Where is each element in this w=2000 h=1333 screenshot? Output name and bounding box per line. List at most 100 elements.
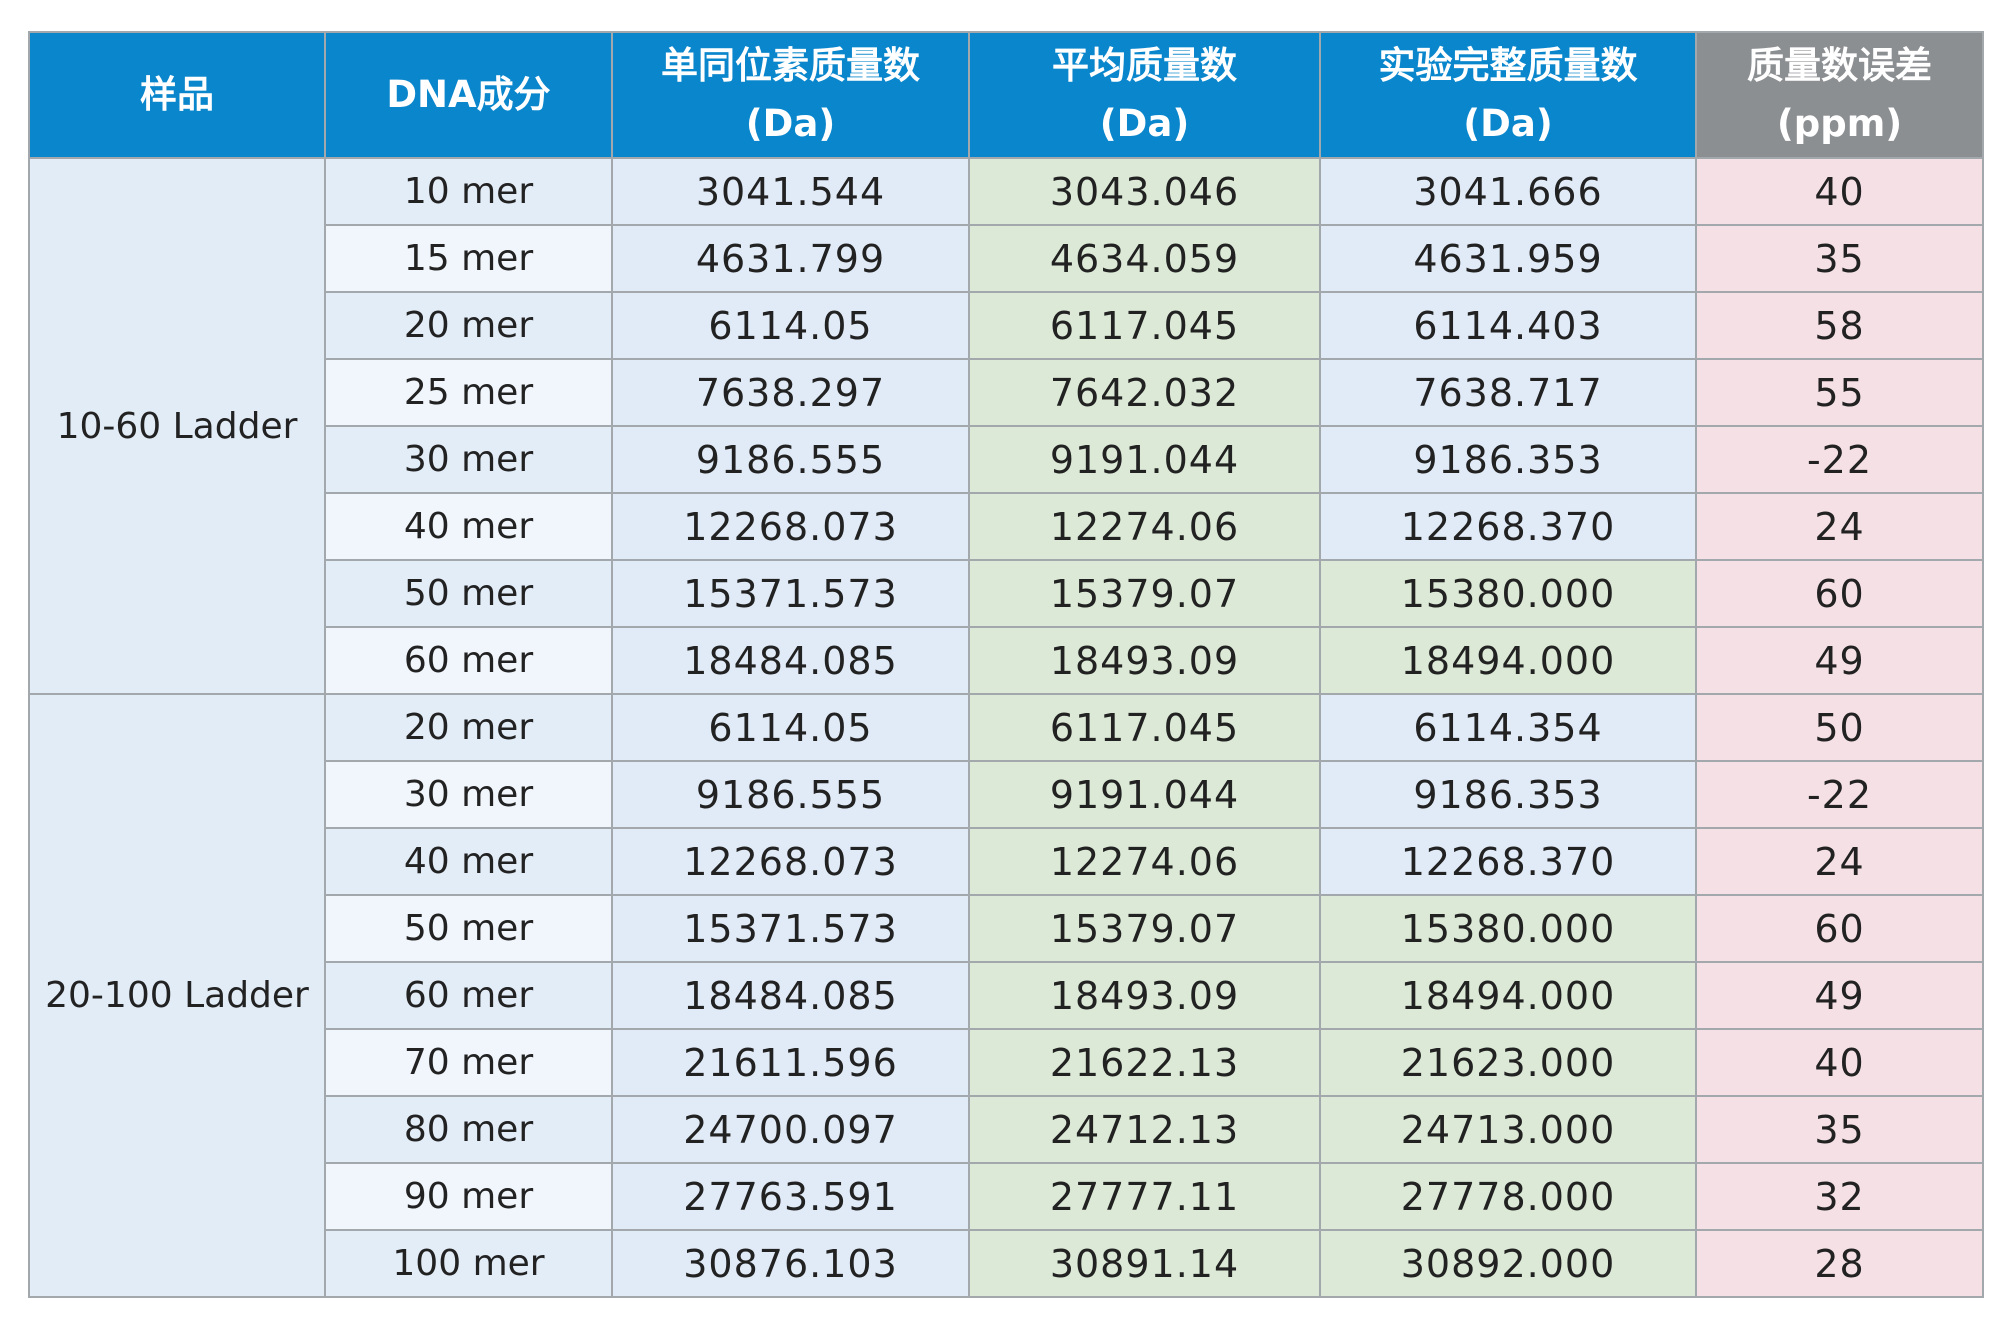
monoisotopic-mass-cell: 15371.573 xyxy=(611,559,970,628)
mass-error-cell: -22 xyxy=(1695,425,1984,494)
experimental-mass-cell: 12268.370 xyxy=(1319,827,1697,896)
average-mass-cell: 7642.032 xyxy=(968,358,1321,427)
experimental-mass-cell: 4631.959 xyxy=(1319,224,1697,293)
monoisotopic-mass-cell: 24700.097 xyxy=(611,1095,970,1164)
average-mass-cell: 3043.046 xyxy=(968,157,1321,226)
experimental-mass-cell: 9186.353 xyxy=(1319,425,1697,494)
dna-component-cell: 60 mer xyxy=(324,626,613,695)
monoisotopic-mass-cell: 21611.596 xyxy=(611,1028,970,1097)
mass-error-cell: 24 xyxy=(1695,827,1984,896)
header-sample-label: 样品 xyxy=(140,73,214,116)
average-mass-cell: 4634.059 xyxy=(968,224,1321,293)
header-average-mass: 平均质量数 (Da) xyxy=(968,31,1321,159)
experimental-mass-cell: 24713.000 xyxy=(1319,1095,1697,1164)
experimental-mass-cell: 27778.000 xyxy=(1319,1162,1697,1231)
table-row: 20-100 Ladder 20 mer 6114.05 6117.045 6114.3… xyxy=(28,693,1984,1298)
header-row: 样品 DNA成分 单同位素质量数 (Da) 平均质量数 (Da) 实验完整质量数… xyxy=(28,31,1984,159)
header-monoisotopic-mass-label: 单同位素质量数 xyxy=(661,44,920,87)
average-mass-cell: 18493.09 xyxy=(968,961,1321,1030)
table-row: 15 mer 4631.799 4634.059 4631.959 35 xyxy=(29,224,1984,293)
monoisotopic-mass-cell: 7638.297 xyxy=(611,358,970,427)
table-row: 25 mer 7638.297 7642.032 7638.717 55 xyxy=(29,358,1984,427)
experimental-mass-cell: 18494.000 xyxy=(1319,626,1697,695)
monoisotopic-mass-cell: 6114.05 xyxy=(611,291,970,360)
average-mass-cell: 6117.045 xyxy=(968,291,1321,360)
table-row: 50 mer 15371.573 15379.07 15380.000 60 xyxy=(29,559,1984,628)
average-mass-cell: 21622.13 xyxy=(968,1028,1321,1097)
experimental-mass-cell: 9186.353 xyxy=(1319,760,1697,829)
table-row: 60 mer 18484.085 18493.09 18494.000 49 xyxy=(29,961,1984,1030)
table-body: 10-60 Ladder 10 mer 3041.544 3043.046 3041.6… xyxy=(28,157,1984,1298)
header-average-mass-unit: (Da) xyxy=(1099,102,1190,145)
mass-error-cell: 35 xyxy=(1695,224,1984,293)
mass-error-cell: 28 xyxy=(1695,1229,1984,1298)
mass-error-cell: 55 xyxy=(1695,358,1984,427)
monoisotopic-mass-cell: 12268.073 xyxy=(611,827,970,896)
monoisotopic-mass-cell: 9186.555 xyxy=(611,760,970,829)
table-row: 40 mer 12268.073 12274.06 12268.370 24 xyxy=(29,492,1984,561)
mass-error-cell: -22 xyxy=(1695,760,1984,829)
header-experimental-mass-unit: (Da) xyxy=(1463,102,1553,145)
mass-error-cell: 40 xyxy=(1695,157,1984,226)
table-row: 20 mer 6114.05 6117.045 6114.403 58 xyxy=(29,291,1984,360)
header-dna-component: DNA成分 xyxy=(324,31,613,159)
table-row: 80 mer 24700.097 24712.13 24713.000 35 xyxy=(29,1095,1984,1164)
dna-component-cell: 90 mer xyxy=(324,1162,613,1231)
average-mass-cell: 18493.09 xyxy=(968,626,1321,695)
dna-component-cell: 25 mer xyxy=(324,358,613,427)
dna-component-cell: 60 mer xyxy=(324,961,613,1030)
monoisotopic-mass-cell: 6114.05 xyxy=(611,693,970,762)
dna-component-cell: 100 mer xyxy=(324,1229,613,1298)
monoisotopic-mass-cell: 18484.085 xyxy=(611,961,970,1030)
experimental-mass-cell: 7638.717 xyxy=(1319,358,1697,427)
table-row: 30 mer 9186.555 9191.044 9186.353 -22 xyxy=(29,760,1984,829)
monoisotopic-mass-cell: 15371.573 xyxy=(611,894,970,963)
dna-component-cell: 15 mer xyxy=(324,224,613,293)
mass-error-cell: 60 xyxy=(1695,559,1984,628)
monoisotopic-mass-cell: 18484.085 xyxy=(611,626,970,695)
average-mass-cell: 12274.06 xyxy=(968,827,1321,896)
table-row: 60 mer 18484.085 18493.09 18494.000 49 xyxy=(29,626,1984,695)
mass-data-table: 样品 DNA成分 单同位素质量数 (Da) 平均质量数 (Da) 实验完整质量数… xyxy=(28,31,1984,1298)
table-row: 70 mer 21611.596 21622.13 21623.000 40 xyxy=(29,1028,1984,1097)
header-monoisotopic-mass-unit: (Da) xyxy=(745,102,836,145)
header-experimental-mass: 实验完整质量数 (Da) xyxy=(1319,31,1697,159)
experimental-mass-cell: 18494.000 xyxy=(1319,961,1697,1030)
average-mass-cell: 30891.14 xyxy=(968,1229,1321,1298)
monoisotopic-mass-cell: 30876.103 xyxy=(611,1229,970,1298)
experimental-mass-cell: 21623.000 xyxy=(1319,1028,1697,1097)
experimental-mass-cell: 12268.370 xyxy=(1319,492,1697,561)
average-mass-cell: 15379.07 xyxy=(968,894,1321,963)
header-sample: 样品 xyxy=(28,31,326,159)
monoisotopic-mass-cell: 4631.799 xyxy=(611,224,970,293)
dna-component-cell: 20 mer xyxy=(324,693,613,762)
table-row: 50 mer 15371.573 15379.07 15380.000 60 xyxy=(29,894,1984,963)
header-average-mass-label: 平均质量数 xyxy=(1052,44,1237,87)
monoisotopic-mass-cell: 12268.073 xyxy=(611,492,970,561)
monoisotopic-mass-cell: 9186.555 xyxy=(611,425,970,494)
mass-error-cell: 24 xyxy=(1695,492,1984,561)
dna-component-cell: 30 mer xyxy=(324,760,613,829)
average-mass-cell: 9191.044 xyxy=(968,425,1321,494)
header-mass-error-unit: (ppm) xyxy=(1776,102,1903,145)
dna-component-cell: 20 mer xyxy=(324,291,613,360)
experimental-mass-cell: 30892.000 xyxy=(1319,1229,1697,1298)
table-row: 30 mer 9186.555 9191.044 9186.353 -22 xyxy=(29,425,1984,494)
mass-error-cell: 32 xyxy=(1695,1162,1984,1231)
dna-component-cell: 70 mer xyxy=(324,1028,613,1097)
table-row: 100 mer 30876.103 30891.14 30892.000 28 xyxy=(29,1229,1984,1298)
header-dna-component-label: DNA成分 xyxy=(386,73,551,116)
dna-component-cell: 80 mer xyxy=(324,1095,613,1164)
table-row: 90 mer 27763.591 27777.11 27778.000 32 xyxy=(29,1162,1984,1231)
average-mass-cell: 27777.11 xyxy=(968,1162,1321,1231)
mass-error-cell: 49 xyxy=(1695,961,1984,1030)
mass-error-cell: 60 xyxy=(1695,894,1984,963)
average-mass-cell: 9191.044 xyxy=(968,760,1321,829)
experimental-mass-cell: 6114.403 xyxy=(1319,291,1697,360)
experimental-mass-cell: 3041.666 xyxy=(1319,157,1697,226)
dna-component-cell: 50 mer xyxy=(324,894,613,963)
table-header: 样品 DNA成分 单同位素质量数 (Da) 平均质量数 (Da) 实验完整质量数… xyxy=(28,31,1984,159)
header-monoisotopic-mass: 单同位素质量数 (Da) xyxy=(611,31,970,159)
dna-component-cell: 10 mer xyxy=(324,157,613,226)
experimental-mass-cell: 6114.354 xyxy=(1319,693,1697,762)
